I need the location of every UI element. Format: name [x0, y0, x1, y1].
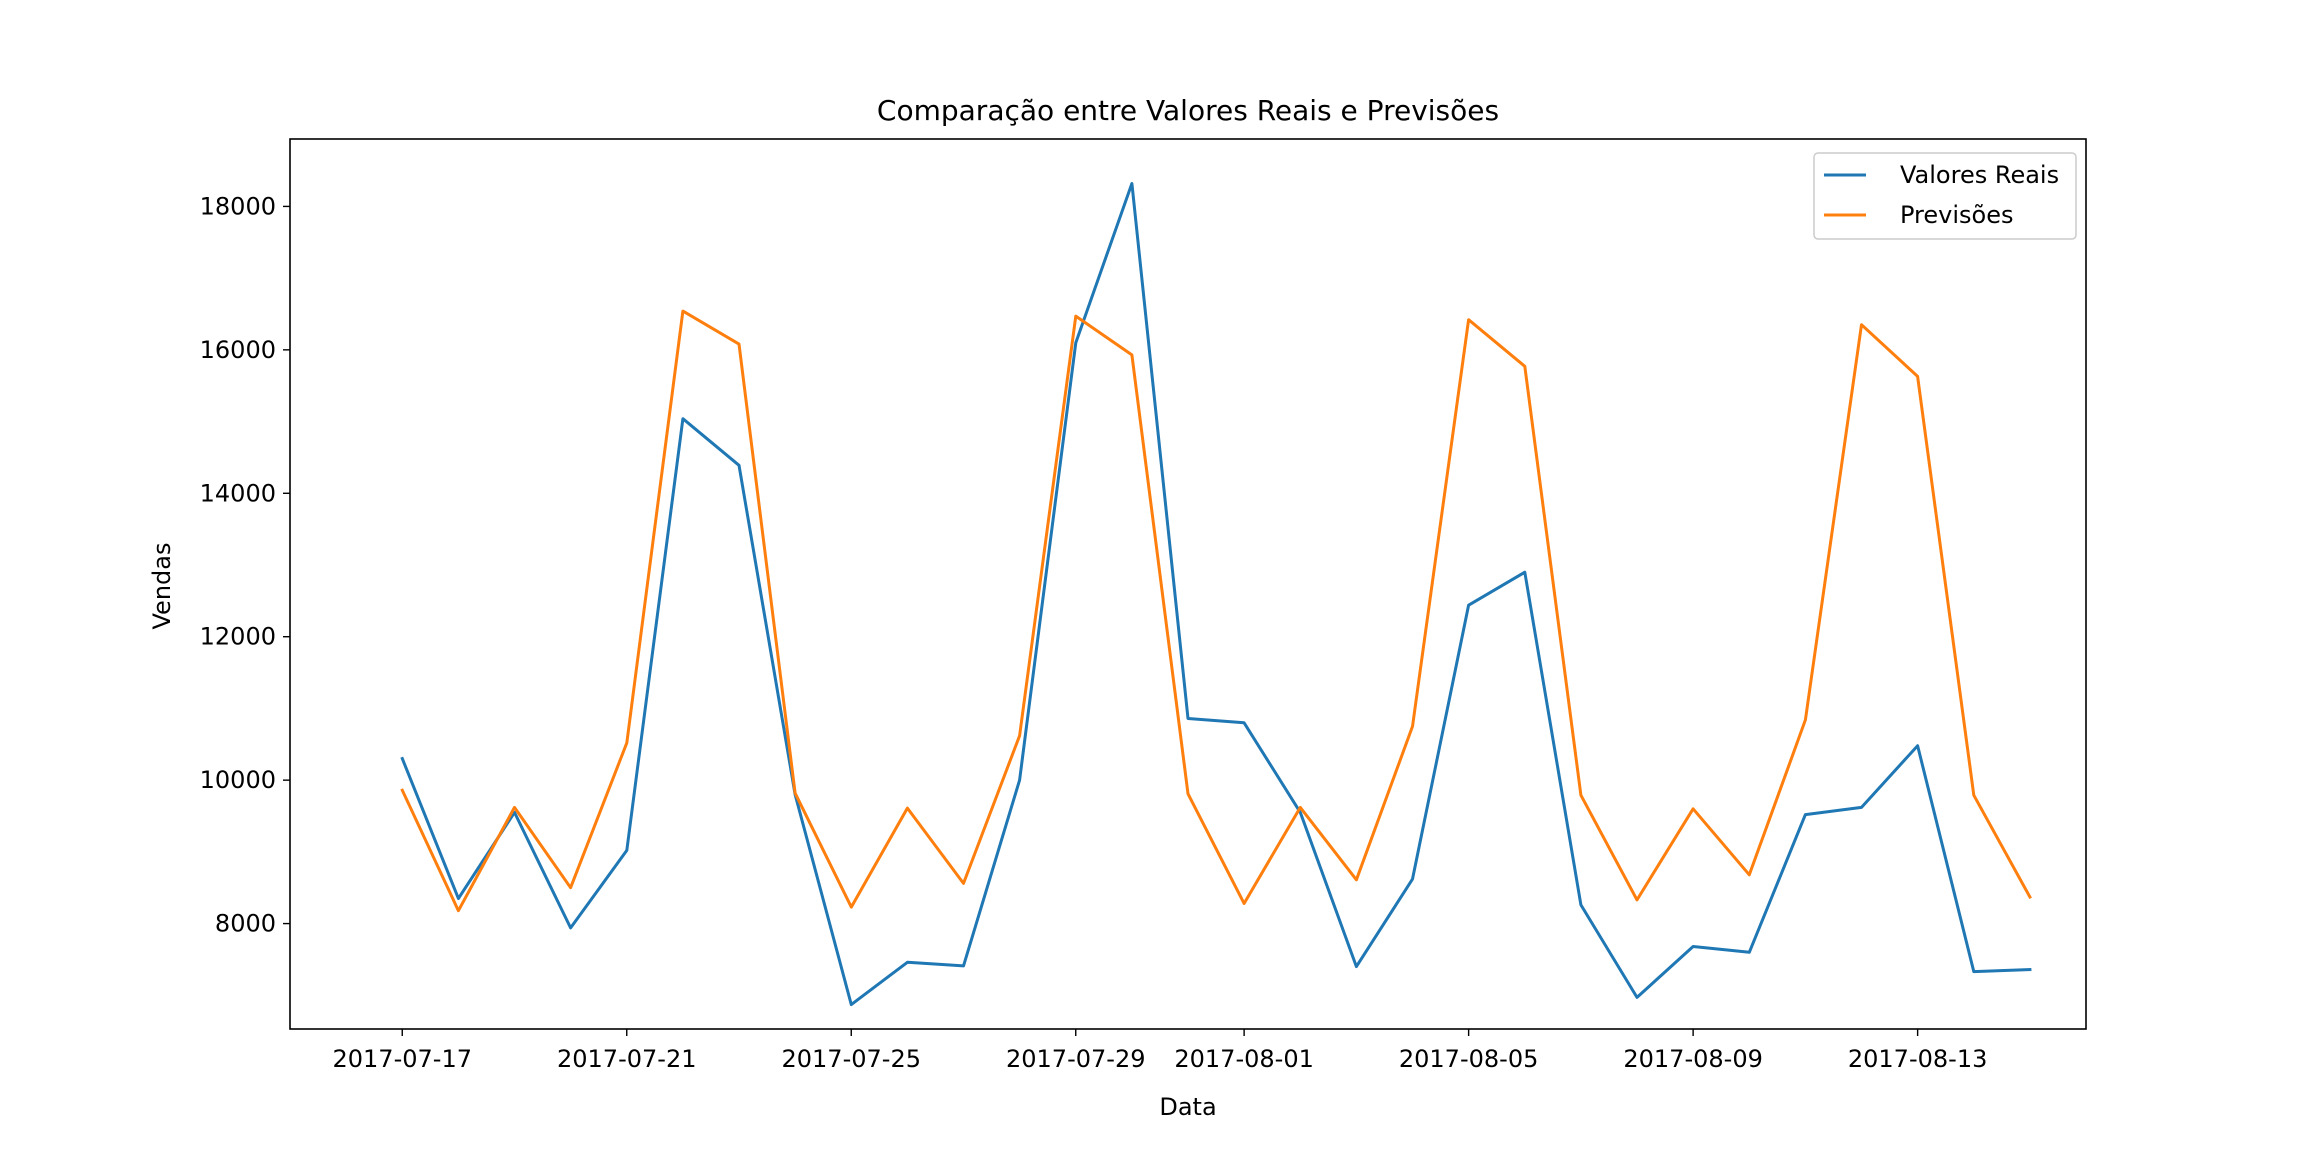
x-tick-label: 2017-07-21 [557, 1045, 696, 1073]
x-tick-label: 2017-08-13 [1848, 1045, 1987, 1073]
x-tick-label: 2017-07-29 [1006, 1045, 1145, 1073]
y-tick-label: 18000 [200, 192, 276, 220]
x-tick-label: 2017-07-17 [333, 1045, 472, 1073]
legend-label: Previsões [1900, 201, 2013, 229]
y-axis-label: Vendas [148, 543, 176, 630]
legend-label: Valores Reais [1900, 161, 2059, 189]
x-tick-label: 2017-07-25 [782, 1045, 921, 1073]
x-tick-label: 2017-08-05 [1399, 1045, 1538, 1073]
y-tick-label: 8000 [215, 910, 276, 938]
x-tick-label: 2017-08-01 [1174, 1045, 1313, 1073]
legend: Valores Reais Previsões [1813, 152, 2077, 240]
x-axis-label: Data [1159, 1093, 1216, 1121]
plot-frame [289, 138, 2087, 1030]
x-tick-label: 2017-08-09 [1623, 1045, 1762, 1073]
y-tick-label: 14000 [200, 479, 276, 507]
series-line-valores-reais [400, 182, 2032, 1007]
y-tick-label: 12000 [200, 623, 276, 651]
series-group [400, 182, 2032, 1007]
chart-title: Comparação entre Valores Reais e Previsõ… [877, 94, 1499, 127]
y-tick-label: 16000 [200, 336, 276, 364]
axis-ticks: 2017-07-17 2017-07-21 2017-07-25 2017-07-29… [200, 192, 1988, 1073]
series-line-previsoes [400, 309, 2032, 913]
y-tick-label: 10000 [200, 766, 276, 794]
legend-box [1813, 152, 2077, 240]
